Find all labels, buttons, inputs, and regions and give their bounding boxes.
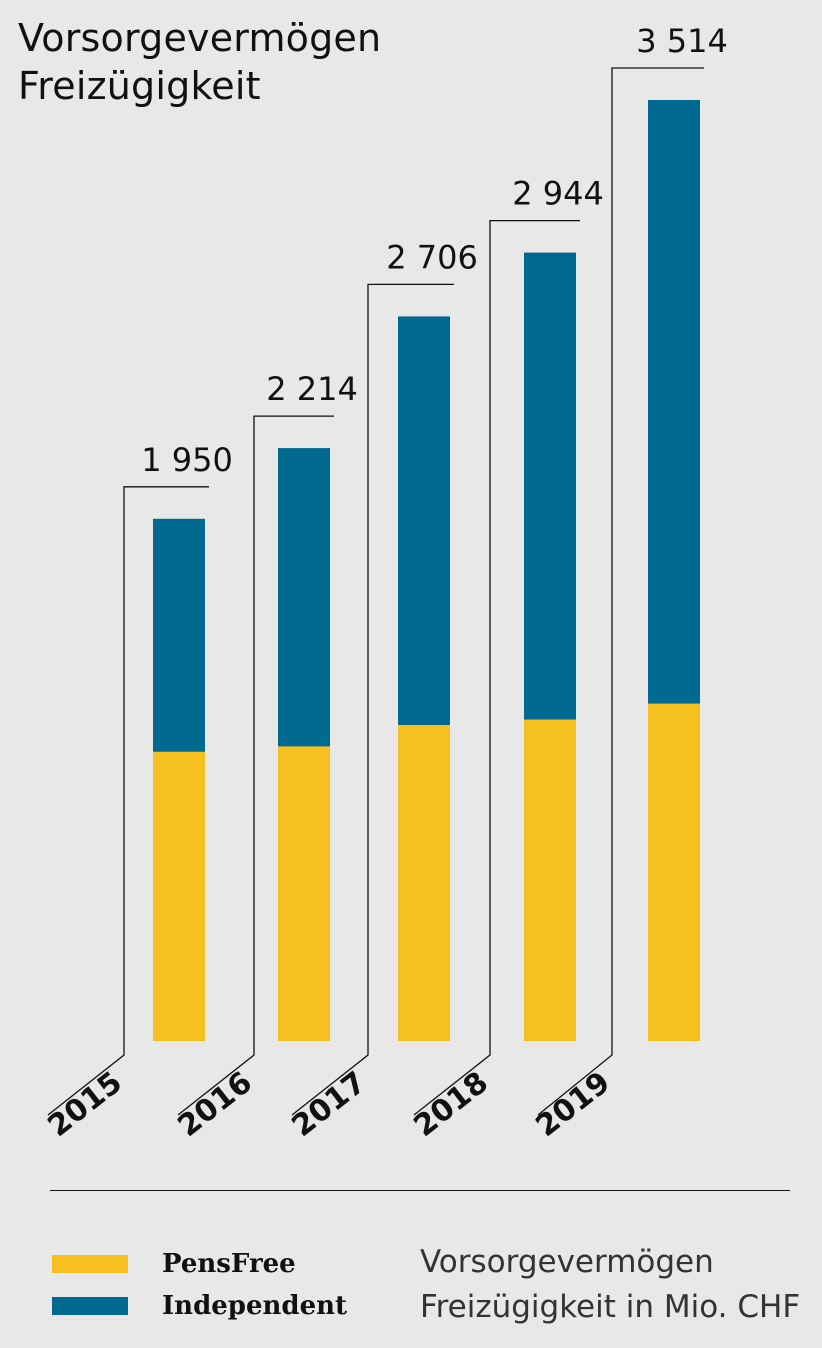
total-label-2015: 1 950 bbox=[141, 441, 233, 479]
unit-note: Vorsorgevermögen Freizügigkeit in Mio. C… bbox=[420, 1240, 800, 1330]
year-label-2016: 2016 bbox=[171, 1065, 258, 1144]
leader-line-2016 bbox=[177, 415, 334, 1116]
year-label-2019: 2019 bbox=[529, 1065, 616, 1144]
legend-label-independent: Independent bbox=[162, 1291, 348, 1321]
bar-independent-2016 bbox=[278, 448, 330, 747]
bar-pensfree-2015 bbox=[153, 751, 205, 1041]
legend-swatch-pensfree bbox=[52, 1255, 128, 1273]
bar-independent-2015 bbox=[153, 518, 205, 752]
total-label-2018: 2 944 bbox=[512, 175, 604, 213]
total-label-2017: 2 706 bbox=[386, 238, 478, 276]
legend-swatch-independent bbox=[52, 1297, 128, 1315]
leader-line-2015 bbox=[47, 486, 209, 1116]
total-label-2019: 3 514 bbox=[636, 22, 728, 60]
chart-title-line-2: Freizügigkeit bbox=[18, 64, 261, 108]
bar-independent-2017 bbox=[398, 316, 450, 725]
unit-note-line-1: Vorsorgevermögen bbox=[420, 1244, 714, 1280]
year-label-2015: 2015 bbox=[41, 1065, 128, 1144]
leader-line-2017 bbox=[291, 283, 454, 1116]
year-label-2017: 2017 bbox=[285, 1065, 372, 1144]
chart-title: Vorsorgevermögen Freizügigkeit bbox=[18, 14, 381, 110]
bar-pensfree-2017 bbox=[398, 725, 450, 1041]
bar-pensfree-2018 bbox=[524, 719, 576, 1041]
legend-divider bbox=[50, 1190, 790, 1191]
bar-independent-2019 bbox=[648, 100, 700, 704]
year-label-2018: 2018 bbox=[407, 1065, 494, 1144]
legend-label-pensfree: PensFree bbox=[162, 1249, 296, 1279]
bar-pensfree-2016 bbox=[278, 746, 330, 1041]
bar-pensfree-2019 bbox=[648, 703, 700, 1041]
chart-title-line-1: Vorsorgevermögen bbox=[18, 16, 382, 60]
unit-note-line-2: Freizügigkeit in Mio. CHF bbox=[420, 1289, 801, 1325]
total-label-2016: 2 214 bbox=[266, 370, 358, 408]
leader-line-2019 bbox=[537, 67, 704, 1116]
bar-independent-2018 bbox=[524, 252, 576, 720]
leader-line-2018 bbox=[413, 219, 580, 1116]
